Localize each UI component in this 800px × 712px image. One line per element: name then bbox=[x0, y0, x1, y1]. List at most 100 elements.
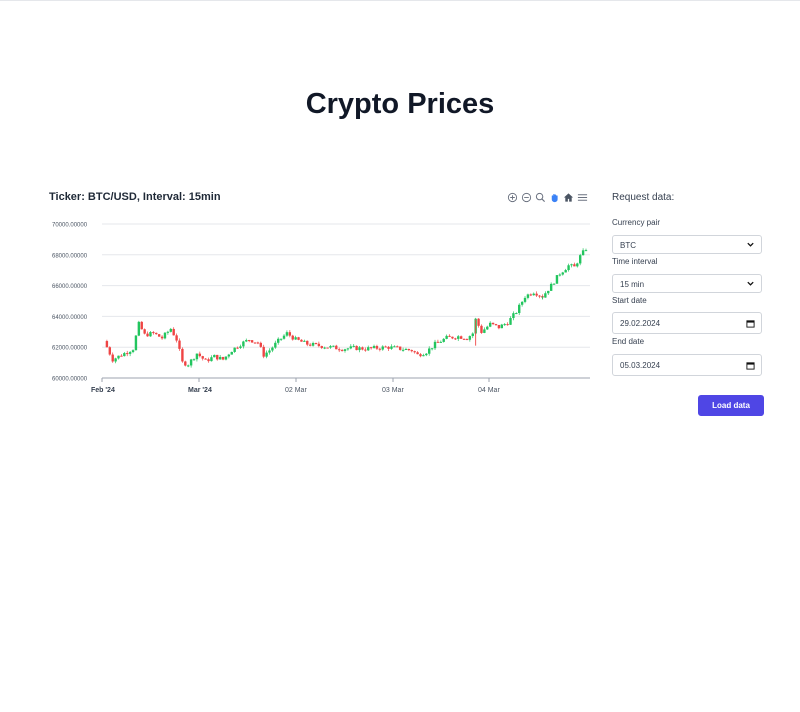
candle bbox=[210, 357, 213, 362]
candle bbox=[123, 353, 126, 357]
candle bbox=[576, 263, 579, 267]
candle bbox=[126, 353, 129, 355]
candle bbox=[512, 313, 515, 319]
candle bbox=[355, 345, 358, 351]
candle bbox=[218, 356, 222, 360]
candle bbox=[425, 353, 428, 356]
y-tick-label: 68000.00000 bbox=[52, 253, 88, 259]
candle bbox=[111, 354, 114, 362]
candle bbox=[500, 324, 503, 329]
candle bbox=[297, 337, 300, 340]
candle bbox=[462, 338, 466, 340]
calendar-icon[interactable] bbox=[746, 319, 755, 328]
candle bbox=[271, 347, 274, 351]
candle bbox=[184, 361, 187, 366]
start-date-label: Start date bbox=[612, 296, 647, 305]
candle bbox=[335, 345, 338, 350]
candle bbox=[279, 338, 283, 340]
zoom-select-icon[interactable] bbox=[534, 190, 546, 204]
candle bbox=[332, 345, 335, 347]
zoom-out-icon[interactable] bbox=[520, 190, 532, 204]
candle bbox=[454, 338, 457, 340]
pan-hand-icon[interactable] bbox=[548, 190, 560, 204]
load-data-button[interactable]: Load data bbox=[698, 395, 764, 416]
candle bbox=[300, 339, 303, 342]
candle bbox=[221, 356, 225, 360]
x-tick-label: 04 Mar bbox=[478, 387, 500, 394]
currency-pair-label: Currency pair bbox=[612, 218, 661, 227]
candle bbox=[155, 332, 158, 335]
x-tick-label: 03 Mar bbox=[382, 387, 404, 394]
candle bbox=[187, 365, 190, 367]
candle bbox=[535, 293, 538, 296]
candle bbox=[494, 324, 498, 326]
time-interval-value: 15 min bbox=[620, 280, 645, 289]
y-tick-label: 64000.00000 bbox=[52, 315, 88, 321]
candle bbox=[245, 340, 248, 342]
chart-plot[interactable]: 70000.00000 68000.00000 66000.00000 64000.0… bbox=[44, 212, 596, 406]
y-tick-label: 66000.00000 bbox=[52, 284, 88, 290]
y-tick-label: 70000.00000 bbox=[52, 223, 88, 229]
candle bbox=[143, 329, 146, 334]
candle bbox=[448, 335, 451, 337]
candle bbox=[436, 341, 440, 343]
candle bbox=[329, 346, 332, 348]
candle bbox=[204, 358, 207, 360]
candle bbox=[227, 354, 231, 357]
candle bbox=[433, 341, 437, 349]
candle bbox=[358, 347, 361, 351]
candle bbox=[468, 336, 472, 340]
candle bbox=[349, 346, 353, 349]
candle bbox=[509, 318, 512, 325]
candle bbox=[459, 336, 463, 339]
candle bbox=[457, 336, 460, 339]
currency-pair-select[interactable]: BTC bbox=[612, 235, 762, 254]
x-tick-label: 02 Mar bbox=[285, 387, 307, 394]
panel-title: Request data: bbox=[612, 192, 675, 203]
candle bbox=[308, 344, 312, 346]
reset-home-icon[interactable] bbox=[562, 190, 574, 204]
candle bbox=[393, 346, 396, 348]
time-interval-select[interactable]: 15 min bbox=[612, 274, 762, 293]
menu-icon[interactable] bbox=[576, 190, 588, 204]
candle bbox=[285, 332, 289, 336]
candle bbox=[407, 348, 411, 351]
zoom-in-icon[interactable] bbox=[506, 190, 518, 204]
candle bbox=[549, 283, 553, 291]
end-date-input[interactable]: 05.03.2024 bbox=[612, 354, 762, 376]
candle bbox=[326, 347, 329, 349]
candle bbox=[396, 346, 399, 348]
candle bbox=[518, 304, 521, 314]
candle bbox=[213, 354, 216, 358]
time-interval-label: Time interval bbox=[612, 257, 658, 266]
candle bbox=[195, 353, 199, 360]
candle bbox=[439, 341, 443, 343]
candle bbox=[430, 348, 434, 350]
candle bbox=[291, 335, 294, 340]
candle bbox=[486, 326, 489, 330]
start-date-input[interactable]: 29.02.2024 bbox=[612, 312, 762, 334]
x-tick-label: Mar '24 bbox=[188, 387, 212, 394]
candle bbox=[401, 349, 405, 351]
chart-toolbar bbox=[506, 190, 588, 204]
candle bbox=[390, 346, 393, 349]
candle bbox=[369, 347, 373, 349]
candle bbox=[352, 345, 355, 347]
candle bbox=[172, 328, 175, 336]
candle bbox=[201, 356, 204, 359]
candle bbox=[520, 301, 524, 305]
candle bbox=[442, 338, 445, 342]
candle bbox=[117, 355, 120, 359]
candle bbox=[346, 348, 350, 350]
candle bbox=[561, 272, 564, 275]
end-date-value: 05.03.2024 bbox=[620, 361, 661, 370]
candle bbox=[419, 354, 422, 357]
candle bbox=[152, 332, 155, 334]
candle bbox=[564, 270, 567, 273]
candle bbox=[236, 347, 239, 349]
candle bbox=[547, 290, 550, 294]
candle bbox=[364, 349, 367, 351]
candle bbox=[146, 333, 149, 337]
candle bbox=[428, 348, 431, 354]
calendar-icon[interactable] bbox=[746, 361, 755, 370]
